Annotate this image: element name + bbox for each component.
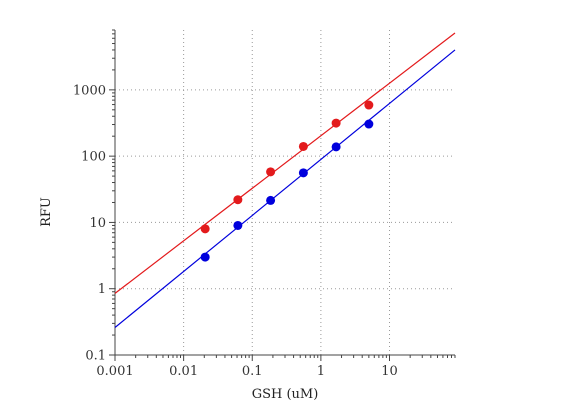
y-tick-label: 10 — [89, 216, 106, 231]
fit-lines — [114, 32, 456, 328]
series-1-point — [331, 118, 341, 128]
series-1-point — [364, 100, 374, 110]
series-1-point — [266, 167, 276, 177]
x-tick-label: 10 — [381, 364, 398, 379]
series-1-point — [200, 224, 210, 234]
y-tick-label: 0.1 — [85, 349, 106, 364]
y-tick-label: 1 — [98, 282, 106, 297]
x-tick-label: 0.01 — [169, 364, 198, 379]
series-2-point — [331, 142, 341, 152]
y-axis-title: RFU — [39, 197, 54, 227]
series-2-point — [233, 220, 243, 230]
data-points — [200, 100, 374, 262]
x-axis-title: GSH (uM) — [252, 387, 319, 402]
grid — [115, 30, 455, 355]
x-tick-label: 0.1 — [242, 364, 263, 379]
series-2-point — [298, 168, 308, 178]
labels: GSH (uM) RFU 0.001 0.01 0.1 1 10 0.1 1 10 100 100… — [39, 83, 398, 402]
y-tick-label: 100 — [81, 150, 106, 165]
series-2-point — [200, 252, 210, 262]
series-1-point — [233, 195, 243, 205]
series-2-point — [266, 195, 276, 205]
x-tick-label: 0.001 — [96, 364, 133, 379]
series-1-fit-line — [114, 32, 456, 294]
series-2-fit-line — [114, 49, 456, 328]
series-2-point — [364, 119, 374, 129]
axes — [109, 29, 456, 361]
x-tick-label: 1 — [317, 364, 325, 379]
series-1-point — [298, 141, 308, 151]
y-tick-label: 1000 — [73, 83, 106, 98]
